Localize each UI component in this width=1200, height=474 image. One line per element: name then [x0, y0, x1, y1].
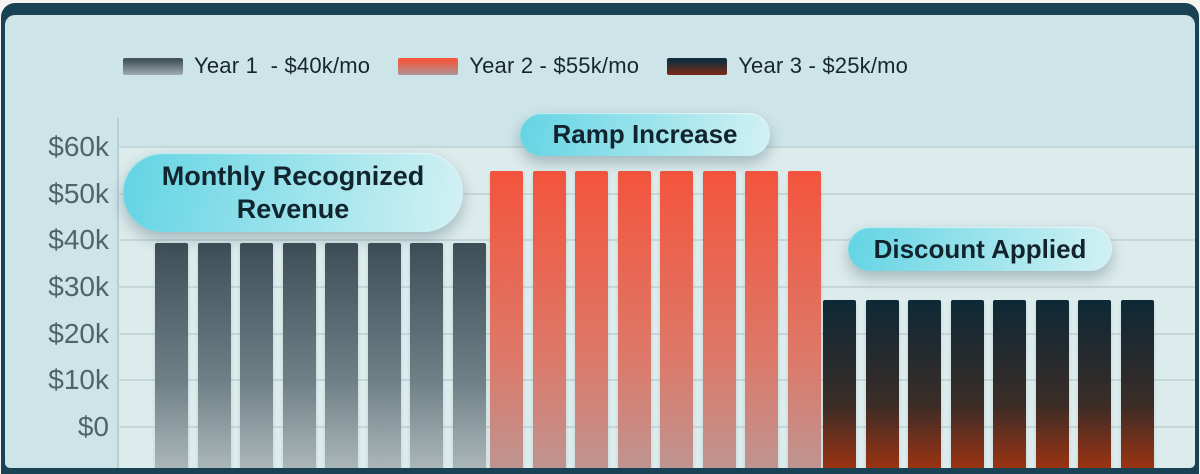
gridline-$20k [118, 332, 1195, 335]
bar-year-1-1 [155, 242, 188, 468]
legend-label-year-1: Year 1 - $40k/mo [194, 53, 371, 78]
bar-year-2-3 [575, 171, 608, 468]
bar-year-3-4 [950, 300, 984, 468]
annotation-monthly-recognized-revenue: Monthly Recognized Revenue [123, 153, 463, 232]
bar-year-3-5 [993, 300, 1026, 468]
bar-year-3-1 [823, 300, 856, 468]
chart-card: $60k $50k $40k $30k $20k $10k $0 Year 1 - $40k… [5, 15, 1195, 468]
bar-year-2-2 [532, 171, 566, 468]
legend-item-year-2: Year 2 - $55k/mo [398, 53, 639, 79]
bar-year-2-5 [660, 171, 693, 468]
gridline-$30k [118, 285, 1195, 288]
bar-year-1-4 [282, 242, 316, 468]
gridline-$40k [118, 239, 1195, 242]
y-tick-label: $50k [48, 177, 109, 209]
legend-item-year-3: Year 3 - $25k/mo [667, 53, 908, 79]
annotation-ramp-increase: Ramp Increase [520, 113, 770, 156]
legend-item-year-1: Year 1 - $40k/mo [123, 53, 370, 79]
bar-year-3-3 [908, 300, 941, 468]
y-tick-label: $30k [48, 270, 109, 302]
bar-year-1-2 [197, 242, 231, 468]
y-tick-label: $60k [48, 130, 109, 162]
annotation-discount-applied: Discount Applied [848, 227, 1112, 271]
legend-label-year-2: Year 2 - $55k/mo [469, 53, 640, 78]
bar-year-2-4 [617, 171, 651, 468]
bar-year-1-5 [325, 242, 358, 468]
y-tick-label: $40k [48, 224, 109, 256]
y-tick-label: $0 [77, 411, 109, 442]
bar-year-2-6 [702, 171, 736, 468]
y-tick-label: $20k [48, 317, 109, 349]
gradient-swatch-navy-rust-icon [667, 57, 728, 75]
bar-year-1-8 [452, 242, 486, 468]
y-axis-line [117, 118, 119, 468]
bar-year-3-6 [1035, 300, 1069, 468]
bar-year-3-2 [865, 300, 899, 468]
gridline-$0 [118, 426, 1195, 428]
gridline-$10k [118, 379, 1195, 382]
bar-year-1-3 [240, 242, 273, 468]
bar-year-1-6 [367, 242, 401, 468]
y-tick-label: $10k [48, 364, 109, 396]
legend-label-year-3: Year 3 - $25k/mo [738, 53, 909, 78]
bar-year-2-7 [745, 171, 778, 468]
chart-legend: Year 1 - $40k/mo Year 2 - $55k/mo Year 3… [123, 53, 908, 79]
gradient-swatch-gray-icon [123, 57, 183, 75]
bar-year-1-7 [410, 242, 443, 468]
gradient-swatch-orange-icon [398, 57, 459, 75]
bar-year-3-7 [1078, 300, 1111, 468]
bar-year-2-8 [787, 171, 821, 468]
bar-year-2-1 [490, 171, 523, 468]
bar-year-3-8 [1120, 300, 1154, 468]
gridline-$50k [118, 192, 1195, 195]
